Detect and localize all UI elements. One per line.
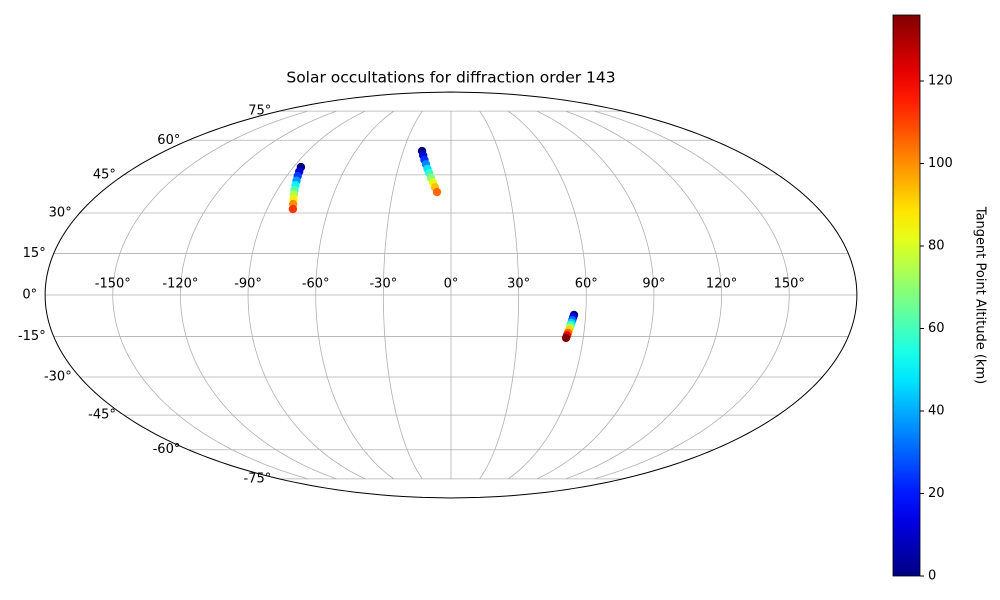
x-tick-label: -120°: [162, 277, 198, 292]
map-boundary: [44, 91, 858, 499]
x-tick-label: 150°: [774, 277, 805, 292]
x-tick-label: 120°: [706, 277, 737, 292]
y-tick-label: 0°: [22, 288, 37, 303]
grid-line: [536, 110, 655, 480]
grid-line: [565, 110, 722, 480]
y-tick-label: -45°: [88, 408, 116, 423]
scatter-point: [561, 333, 571, 343]
colorbar-tick-label: 0: [928, 569, 936, 584]
x-tick-label: 30°: [507, 277, 530, 292]
grid-line: [315, 110, 394, 480]
grid-line: [479, 110, 520, 480]
y-tick-label: 30°: [49, 206, 72, 221]
grid-line: [247, 110, 366, 480]
colorbar-tick-label: 40: [928, 404, 945, 419]
x-tick-label: -90°: [234, 277, 262, 292]
colorbar-tick-label: 80: [928, 239, 945, 254]
x-tick-label: -30°: [369, 277, 397, 292]
colorbar-tick-label: 100: [928, 156, 953, 171]
colorbar-label: Tangent Point Altitude (km): [973, 206, 988, 384]
colorbar-tick-label: 60: [928, 321, 945, 336]
y-tick-label: -75°: [244, 471, 272, 486]
grid-line: [594, 110, 790, 480]
y-tick-label: 45°: [93, 167, 116, 182]
x-tick-label: 0°: [444, 277, 459, 292]
x-tick-label: 90°: [642, 277, 665, 292]
chart-title: Solar occultations for diffraction order…: [286, 69, 615, 87]
x-tick-label: 60°: [575, 277, 598, 292]
grid-line: [112, 110, 308, 480]
y-tick-label: 75°: [248, 104, 271, 119]
colorbar-tick-label: 120: [928, 74, 953, 89]
y-tick-label: -60°: [153, 442, 181, 457]
colorbar-tick-label: 20: [928, 486, 945, 501]
x-tick-label: -150°: [95, 277, 131, 292]
scatter-point: [288, 204, 298, 214]
colorbar: [892, 14, 921, 577]
grid-line: [508, 110, 587, 480]
x-tick-label: -60°: [302, 277, 330, 292]
y-tick-label: -30°: [44, 369, 72, 384]
y-tick-label: -15°: [18, 329, 46, 344]
grid-line: [382, 110, 423, 480]
y-tick-label: 15°: [23, 246, 46, 261]
scatter-point: [432, 187, 442, 197]
grid-line: [180, 110, 337, 480]
y-tick-label: 60°: [157, 133, 180, 148]
